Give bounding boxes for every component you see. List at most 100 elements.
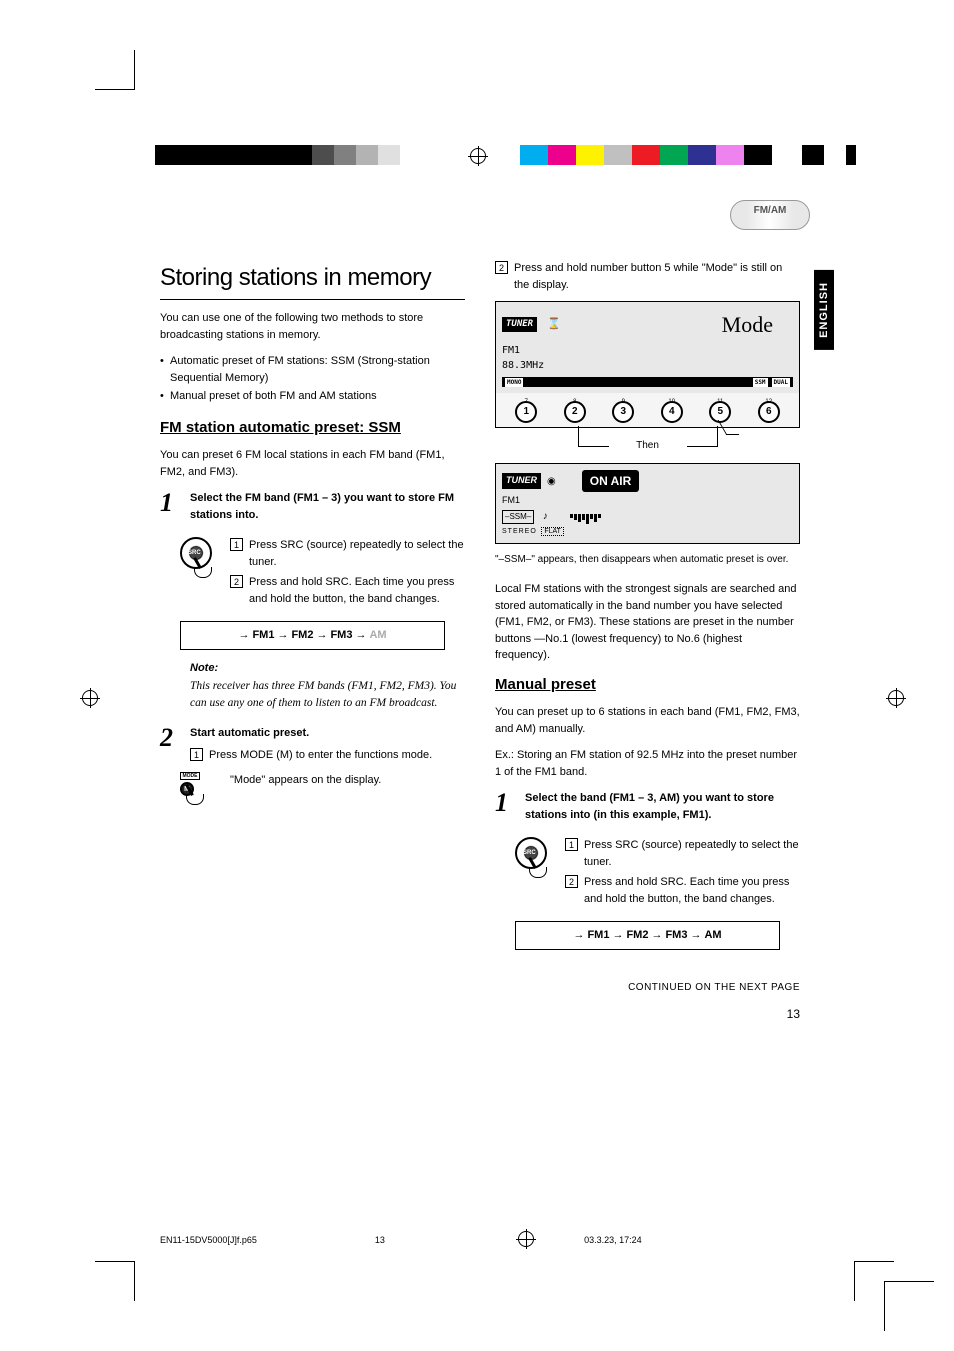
- dual-tag: DUAL: [772, 378, 790, 387]
- boxed-number-icon: 2: [230, 575, 243, 588]
- stereo-text: STEREO: [502, 528, 537, 535]
- step-body: Start automatic preset. 1Press MODE (M) …: [190, 725, 465, 764]
- manual-example: Ex.: Storing an FM station of 92.5 MHz i…: [495, 747, 800, 780]
- step-number: 2: [160, 725, 182, 764]
- crop-mark-bl: [95, 1261, 135, 1301]
- sub-instruction: Press and hold SRC. Each time you press …: [249, 574, 465, 607]
- print-registration-marks: [0, 0, 954, 180]
- black-density-bar: [155, 145, 290, 165]
- list-item: Automatic preset of FM stations: SSM (St…: [160, 353, 465, 386]
- step-number: 1: [495, 790, 517, 829]
- mode-appears-text: "Mode" appears on the display.: [230, 772, 465, 796]
- flat-text: FLAT: [541, 527, 564, 536]
- manual-step1-sub: 1 Press SRC (source) repeatedly to select…: [515, 837, 800, 911]
- main-heading: Storing stations in memory: [160, 260, 465, 300]
- band-cycle-diagram: → FM1 → FM2 → FM3 → AM: [515, 921, 780, 950]
- left-column: Storing stations in memory You can use o…: [160, 260, 465, 1023]
- boxed-number-icon: 1: [230, 538, 243, 551]
- band-label: FM1: [252, 627, 274, 644]
- lcd-display-diagram: TUNER ⌛ Mode FM188.3MHz MONO SSM DUAL 12…: [495, 301, 800, 428]
- band-label: FM1: [587, 927, 609, 944]
- crop-mark-br-outer: [884, 1281, 934, 1331]
- registration-target-left-icon: [82, 690, 98, 706]
- step-2: 2 Start automatic preset. 1Press MODE (M…: [160, 725, 465, 764]
- top-instruction: Press and hold number button 5 while "Mo…: [514, 260, 800, 293]
- src-button-icon: [515, 837, 555, 911]
- registration-target-right-icon: [888, 690, 904, 706]
- boxed-number-icon: 2: [495, 261, 508, 274]
- sub-instruction: Press SRC (source) repeatedly to select …: [584, 837, 800, 870]
- method-list: Automatic preset of FM stations: SSM (St…: [160, 353, 465, 405]
- sub-text: 1 Press SRC (source) repeatedly to select…: [565, 837, 800, 911]
- sub-instruction: Press and hold SRC. Each time you press …: [584, 874, 800, 907]
- two-column-layout: Storing stations in memory You can use o…: [160, 260, 800, 1023]
- step-title: Select the FM band (FM1 – 3) you want to…: [190, 490, 465, 523]
- right-column: 2 Press and hold number button 5 while "M…: [495, 260, 800, 1023]
- tuner-badge: TUNER: [502, 473, 541, 489]
- ssm-explanation: Local FM stations with the strongest sig…: [495, 581, 800, 664]
- preset-button-6: 6: [758, 401, 780, 423]
- ssm-intro: You can preset 6 FM local stations in ea…: [160, 447, 465, 480]
- manual-section-title: Manual preset: [495, 674, 800, 697]
- manual-intro: You can preset up to 6 stations in each …: [495, 704, 800, 737]
- sub-instruction: Press MODE (M) to enter the functions mo…: [209, 747, 432, 764]
- then-connector: Then: [608, 438, 688, 453]
- ssm-caption: "–SSM–" appears, then disappears when au…: [495, 552, 800, 567]
- preset-button-4: 4: [661, 401, 683, 423]
- mono-tag: MONO: [505, 378, 523, 387]
- band-label-dim: AM: [369, 627, 386, 644]
- list-item: Manual preset of both FM and AM stations: [160, 388, 465, 405]
- note-heading: Note:: [190, 660, 465, 677]
- lcd-display-result: TUNER ◉ ON AIR FM1 –SSM– ♪ STEREO FLAT: [495, 463, 800, 544]
- edge-mark: [846, 145, 856, 165]
- page-content: FM/AM Storing stations in memory You can…: [160, 210, 800, 1023]
- print-footer: EN11-15DV5000[J]f.p65 13 03.3.23, 17:24: [160, 1235, 799, 1251]
- band-label: AM: [704, 927, 721, 944]
- step-1: 1 Select the FM band (FM1 – 3) you want …: [160, 490, 465, 529]
- band-label: FM2: [291, 627, 313, 644]
- step-body: Select the band (FM1 – 3, AM) you want t…: [525, 790, 800, 829]
- step-number: 1: [160, 490, 182, 529]
- ssm-tag: SSM: [753, 378, 768, 387]
- step2-sub: MODE M "Mode" appears on the display.: [180, 772, 465, 796]
- tuner-badge: TUNER: [502, 317, 537, 333]
- manual-step-1: 1 Select the band (FM1 – 3, AM) you want…: [495, 790, 800, 829]
- step1-sub: 1 Press SRC (source) repeatedly to select…: [180, 537, 465, 611]
- step-body: Select the FM band (FM1 – 3) you want to…: [190, 490, 465, 529]
- intro-text: You can use one of the following two met…: [160, 310, 465, 343]
- step-title: Start automatic preset.: [190, 725, 465, 742]
- on-air-badge: ON AIR: [582, 470, 640, 492]
- fm-band-text: FM1: [502, 345, 520, 356]
- preset-button-row: 123456: [496, 393, 799, 427]
- step-title: Select the band (FM1 – 3, AM) you want t…: [525, 790, 800, 823]
- language-tab: ENGLISH: [814, 270, 834, 350]
- fm-am-badge-icon: FM/AM: [730, 200, 810, 230]
- boxed-number-icon: 2: [565, 875, 578, 888]
- mode-display-text: Mode: [722, 308, 773, 341]
- boxed-number-icon: 1: [565, 838, 578, 851]
- color-calibration-bar: [520, 145, 772, 165]
- freq-text: 88.3MHz: [502, 360, 544, 371]
- ssm-indicator: –SSM–: [502, 510, 534, 524]
- gray-scale-bar: [290, 145, 400, 165]
- crop-mark-tl: [95, 50, 135, 90]
- preset-button-2: 2: [564, 401, 586, 423]
- registration-target-footer-icon: [518, 1231, 534, 1247]
- fm-text: FM1: [502, 495, 520, 505]
- black-square: [802, 145, 824, 165]
- band-cycle-diagram: → FM1 → FM2 → FM3 → AM: [180, 621, 445, 650]
- band-label: FM3: [330, 627, 352, 644]
- src-button-icon: [180, 537, 220, 611]
- preset-button-1: 1: [515, 401, 537, 423]
- footer-page: 13: [375, 1235, 518, 1251]
- footer-date: 03.3.23, 17:24: [534, 1235, 799, 1251]
- mode-button-icon: MODE M: [180, 772, 220, 796]
- footer-filename: EN11-15DV5000[J]f.p65: [160, 1235, 375, 1251]
- note-body: This receiver has three FM bands (FM1, F…: [190, 678, 465, 713]
- sub-instruction: Press SRC (source) repeatedly to select …: [249, 537, 465, 570]
- ssm-section-title: FM station automatic preset: SSM: [160, 417, 465, 440]
- band-label: FM2: [626, 927, 648, 944]
- mode-btn-label: MODE: [180, 772, 200, 780]
- page-number: 13: [495, 1005, 800, 1023]
- band-label: FM3: [665, 927, 687, 944]
